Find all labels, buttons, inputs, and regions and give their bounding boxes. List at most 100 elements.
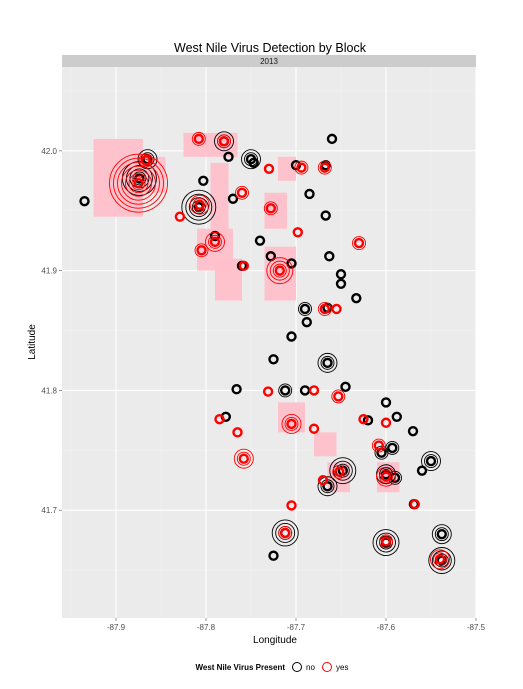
point-ring: [379, 534, 393, 549]
data-point-yes: [379, 534, 393, 549]
point-ring: [371, 438, 386, 453]
point-ring: [121, 165, 156, 201]
point-ring: [125, 169, 152, 197]
x-axis-ticks: -87.9 -87.8 -87.7 -87.6 -87.5: [107, 618, 486, 632]
facet-strip: [62, 55, 476, 67]
point-ring: [278, 383, 293, 398]
point-ring: [192, 197, 207, 212]
point-ring: [308, 385, 320, 396]
data-point-yes: [205, 231, 225, 252]
point-ring: [317, 352, 338, 373]
data-point-yes: [189, 194, 210, 215]
data-point-no: [329, 457, 357, 485]
point-ring: [263, 163, 275, 175]
point-ring: [209, 230, 221, 242]
data-point-no: [301, 316, 312, 328]
point-ring: [208, 234, 222, 249]
data-point-yes: [263, 163, 275, 175]
point-ring: [290, 160, 302, 171]
data-point-no: [278, 383, 293, 398]
data-point-no: [286, 258, 297, 269]
data-point-no: [254, 235, 266, 246]
point-ring: [372, 529, 400, 556]
point-ring: [238, 453, 250, 464]
point-ring: [284, 417, 299, 431]
data-point-no: [317, 352, 338, 373]
point-ring: [299, 303, 311, 315]
data-point-yes: [409, 499, 420, 510]
point-ring: [238, 260, 250, 272]
point-ring: [140, 155, 151, 166]
point-ring: [317, 302, 332, 316]
x-tick-label: -87.8: [197, 623, 216, 632]
point-ring: [193, 133, 205, 145]
point-ring: [296, 162, 307, 173]
legend-title: West Nile Virus Present: [195, 663, 285, 672]
data-point-no: [428, 547, 456, 574]
point-ring: [319, 162, 330, 173]
point-ring: [280, 527, 291, 539]
point-ring: [109, 153, 168, 213]
point-ring: [380, 417, 392, 428]
data-point-yes: [191, 131, 206, 146]
data-point-no: [326, 133, 338, 145]
point-ring: [214, 413, 225, 425]
data-point-no: [335, 278, 347, 290]
point-ring: [428, 547, 456, 574]
point-ring: [232, 427, 243, 438]
point-ring: [223, 151, 234, 163]
point-ring: [380, 471, 392, 482]
point-ring: [231, 384, 242, 395]
data-point-no: [340, 381, 351, 393]
data-point-no: [223, 151, 234, 163]
legend-key-yes: [322, 662, 332, 672]
point-ring: [268, 354, 279, 365]
data-point-yes: [294, 160, 309, 175]
point-ring: [353, 237, 365, 249]
point-ring: [281, 414, 302, 434]
data-point-no: [335, 269, 347, 280]
data-point-yes: [376, 466, 396, 487]
point-ring: [181, 189, 217, 225]
data-point-yes: [308, 385, 320, 396]
data-point-no: [407, 425, 419, 437]
point-ring: [431, 550, 452, 571]
point-ring: [275, 523, 296, 543]
point-ring: [227, 193, 239, 204]
data-point-yes: [292, 227, 303, 238]
legend-label-yes: yes: [336, 663, 348, 672]
point-ring: [254, 235, 266, 246]
point-ring: [268, 550, 279, 561]
point-ring: [188, 197, 209, 218]
data-point-yes: [278, 526, 293, 540]
point-ring: [351, 292, 362, 304]
y-tick-label: 41.8: [41, 386, 57, 395]
data-point-no: [324, 251, 335, 262]
point-ring: [272, 263, 287, 278]
data-point-no: [298, 302, 312, 316]
point-ring: [209, 236, 221, 248]
data-point-yes: [317, 475, 329, 486]
point-ring: [113, 157, 164, 209]
point-ring: [391, 411, 402, 422]
point-ring: [133, 177, 144, 189]
data-point-no: [380, 397, 392, 408]
data-point-no: [79, 195, 90, 207]
point-ring: [286, 258, 297, 269]
x-tick-label: -87.5: [467, 623, 486, 632]
x-axis-label: Longitude: [253, 635, 297, 646]
facet-strip-label: 2013: [260, 57, 278, 66]
data-point-no: [304, 188, 315, 200]
data-point-no: [231, 384, 242, 395]
data-point-no: [431, 524, 452, 545]
point-ring: [425, 455, 437, 467]
point-ring: [286, 418, 297, 430]
data-point-yes: [138, 153, 153, 168]
y-axis-ticks: 41.7 41.8 41.9 42.0: [41, 147, 62, 515]
point-ring: [430, 549, 450, 570]
point-ring: [334, 466, 345, 478]
point-ring: [194, 199, 205, 210]
point-ring: [324, 251, 335, 262]
data-point-yes: [371, 438, 386, 453]
